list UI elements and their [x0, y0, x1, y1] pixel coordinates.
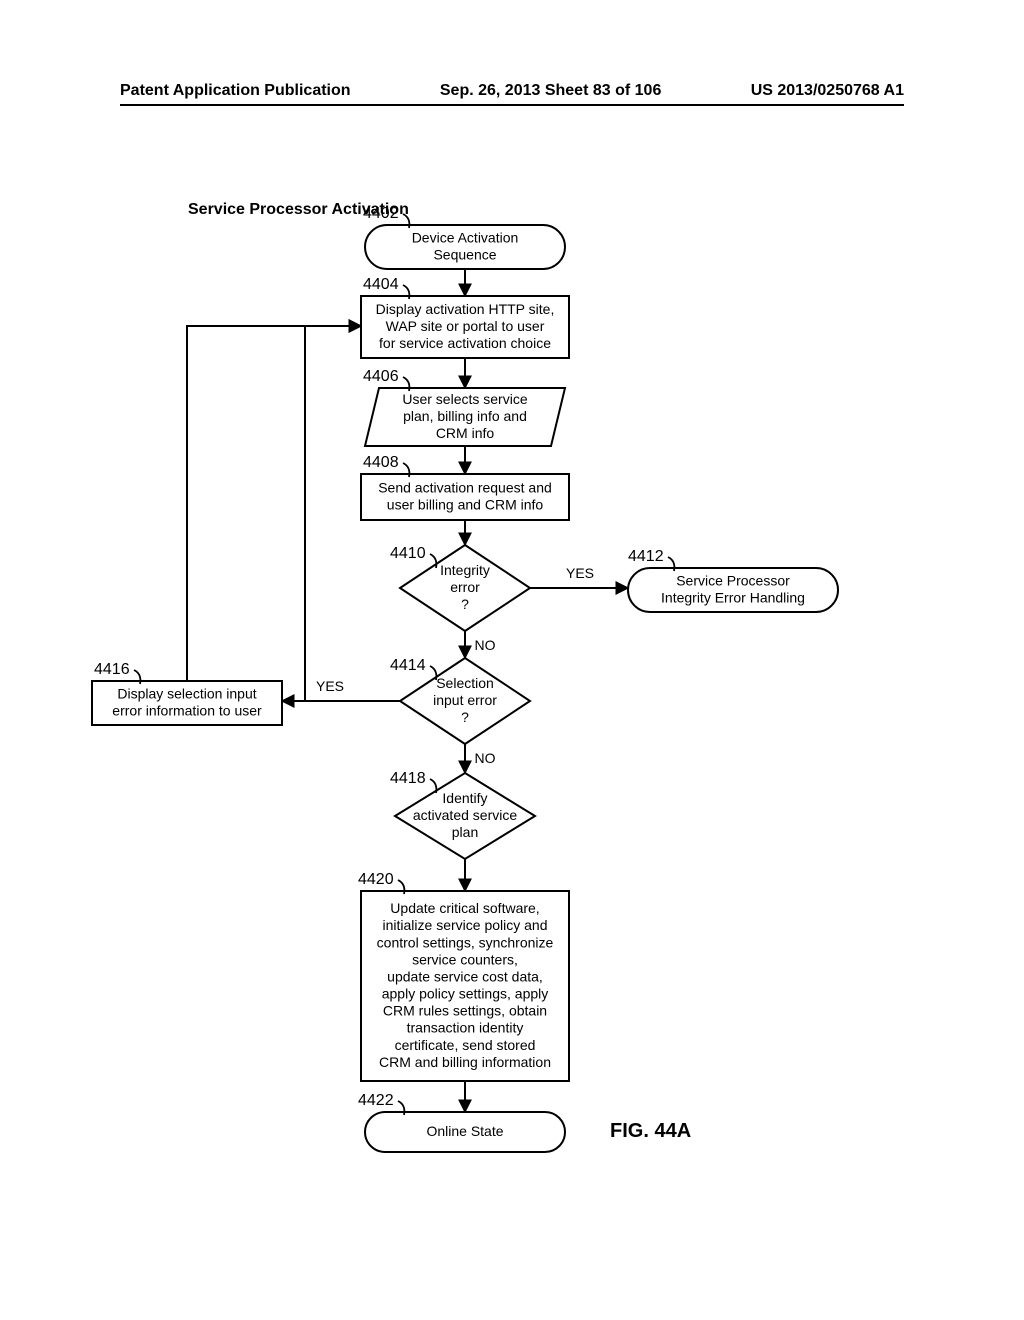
svg-text:Display selection inputerror i: Display selection inputerror information… — [112, 685, 262, 718]
svg-text:NO: NO — [475, 750, 496, 766]
node-4416: Display selection inputerror information… — [92, 681, 282, 725]
figure-label: FIG. 44A — [610, 1120, 691, 1143]
edge — [282, 326, 361, 701]
svg-text:YES: YES — [316, 678, 344, 694]
node-4404: Display activation HTTP site,WAP site or… — [361, 296, 569, 358]
svg-text:Service ProcessorIntegrity Err: Service ProcessorIntegrity Error Handlin… — [661, 572, 805, 605]
svg-text:4406: 4406 — [363, 368, 399, 385]
node-4408: Send activation request anduser billing … — [361, 474, 569, 520]
svg-text:4408: 4408 — [363, 454, 399, 471]
svg-text:YES: YES — [566, 565, 594, 581]
svg-text:Display activation HTTP site,W: Display activation HTTP site,WAP site or… — [376, 301, 555, 351]
ref-4418: 4418 — [390, 770, 436, 793]
svg-text:4420: 4420 — [358, 871, 394, 888]
svg-text:Update critical software,initi: Update critical software,initialize serv… — [377, 900, 554, 1070]
svg-text:4418: 4418 — [390, 770, 426, 787]
flowchart-svg: YES NO YES NO Device ActivationSequence Disp… — [0, 0, 1024, 1320]
ref-4414: 4414 — [390, 657, 436, 680]
svg-text:Send activation request anduse: Send activation request anduser billing … — [378, 479, 552, 512]
svg-text:4414: 4414 — [390, 657, 426, 674]
svg-text:4416: 4416 — [94, 661, 130, 678]
svg-text:4422: 4422 — [358, 1092, 394, 1109]
node-4406: User selects serviceplan, billing info a… — [365, 388, 565, 446]
ref-4410: 4410 — [390, 545, 436, 568]
svg-text:4402: 4402 — [363, 205, 399, 222]
svg-text:4412: 4412 — [628, 548, 664, 565]
node-4412: Service ProcessorIntegrity Error Handlin… — [628, 568, 838, 612]
node-4422: Online State — [365, 1112, 565, 1152]
svg-text:4410: 4410 — [390, 545, 426, 562]
svg-text:Online State: Online State — [426, 1123, 503, 1139]
node-4420: Update critical software,initialize serv… — [361, 891, 569, 1081]
node-4402: Device ActivationSequence — [365, 225, 565, 269]
svg-text:4404: 4404 — [363, 276, 399, 293]
svg-text:NO: NO — [475, 637, 496, 653]
